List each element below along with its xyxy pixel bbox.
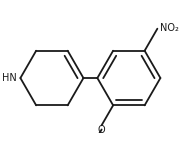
Text: NO₂: NO₂	[160, 23, 179, 33]
Text: HN: HN	[2, 73, 17, 83]
Text: O: O	[98, 125, 105, 135]
